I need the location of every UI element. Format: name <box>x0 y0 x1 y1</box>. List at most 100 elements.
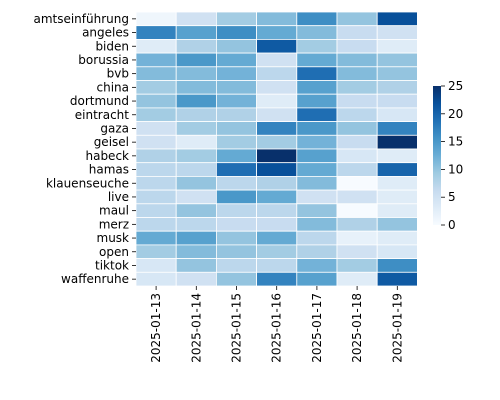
heatmap-cell <box>256 39 298 54</box>
row-labels: amtseinführungangelesbidenborussiabvbchi… <box>33 12 136 286</box>
heatmap-cell <box>215 134 257 150</box>
heatmap-cell <box>215 148 257 164</box>
heatmap-cell <box>296 66 338 81</box>
column-labels: 2025-01-13 2025-01-14 2025-01-15 2025-01-16… <box>149 286 404 363</box>
heatmap-cell <box>336 258 378 273</box>
column-label: 2025-01-16 <box>270 293 284 363</box>
heatmap-cell <box>296 244 338 259</box>
heatmap-cell <box>135 271 177 287</box>
row-label: open <box>99 245 129 259</box>
heatmap-cell <box>296 148 338 164</box>
heatmap-cell <box>336 93 378 109</box>
heatmap-cell <box>215 230 257 246</box>
heatmap-cell <box>256 217 298 232</box>
heatmap-cell <box>376 121 418 136</box>
heatmap-cell <box>215 107 257 123</box>
colorbar: 0 5 10 15 20 25 <box>433 79 463 232</box>
row-label: dortmund <box>70 94 129 108</box>
heatmap-cell <box>376 189 418 205</box>
heatmap-cell <box>256 52 298 68</box>
column-label: 2025-01-17 <box>310 293 324 363</box>
row-label: waffenruhe <box>61 272 129 286</box>
heatmap-cell <box>175 189 217 205</box>
heatmap-cell <box>296 107 338 123</box>
heatmap-cell <box>256 66 298 81</box>
heatmap-cell <box>376 217 418 232</box>
column-label: 2025-01-19 <box>390 293 404 363</box>
heatmap-cell <box>215 11 257 27</box>
heatmap-cell <box>376 148 418 164</box>
heatmap-cell <box>296 11 338 27</box>
heatmap-cell <box>336 134 378 150</box>
heatmap-cell <box>256 11 298 27</box>
heatmap-cell <box>175 121 217 136</box>
heatmap-cell <box>215 66 257 81</box>
colorbar-tick-label: 20 <box>448 107 463 121</box>
heatmap-cell <box>336 148 378 164</box>
heatmap-cell <box>256 148 298 164</box>
heatmap-cell <box>175 244 217 259</box>
colorbar-tick-label: 0 <box>448 218 456 232</box>
heatmap-cell <box>336 189 378 205</box>
heatmap-cell <box>215 203 257 218</box>
heatmap-cell <box>135 11 177 27</box>
heatmap-cell <box>215 39 257 54</box>
heatmap-cell <box>296 271 338 287</box>
heatmap-cell <box>256 258 298 273</box>
heatmap-cell <box>175 52 217 68</box>
row-label: borussia <box>78 53 129 67</box>
heatmap-cell <box>256 93 298 109</box>
heatmap-cell <box>376 107 418 123</box>
heatmap-cell <box>215 271 257 287</box>
row-label: biden <box>95 39 129 53</box>
heatmap-cell <box>175 271 217 287</box>
heatmap-cell <box>336 217 378 232</box>
heatmap-cell <box>296 258 338 273</box>
heatmap-cell <box>215 93 257 109</box>
heatmap-cell <box>135 52 177 68</box>
heatmap-cell <box>296 80 338 95</box>
heatmap-cell <box>296 203 338 218</box>
heatmap-cell <box>376 25 418 40</box>
heatmap-cell <box>336 11 378 27</box>
heatmap-cell <box>175 11 217 27</box>
heatmap-cell <box>175 162 217 177</box>
heatmap-cell <box>376 244 418 259</box>
heatmap-cell <box>175 217 217 232</box>
heatmap-cell <box>376 162 418 177</box>
row-label: live <box>108 190 129 204</box>
heatmap-cell <box>376 134 418 150</box>
heatmap-cell <box>256 271 298 287</box>
heatmap-cell <box>135 25 177 40</box>
heatmap-cell <box>376 258 418 273</box>
heatmap-cell <box>135 244 177 259</box>
heatmap-cell <box>336 39 378 54</box>
heatmap-cell <box>215 217 257 232</box>
heatmap-cell <box>135 93 177 109</box>
heatmap-cell <box>256 189 298 205</box>
row-label: eintracht <box>75 108 130 122</box>
heatmap-cell <box>296 217 338 232</box>
heatmap-cell <box>215 25 257 40</box>
colorbar-tick-label: 5 <box>448 190 456 204</box>
heatmap-cell <box>135 175 177 191</box>
heatmap-cell <box>296 39 338 54</box>
heatmap-cell <box>336 244 378 259</box>
heatmap-cell <box>296 52 338 68</box>
heatmap-cell <box>215 189 257 205</box>
heatmap-cell <box>215 80 257 95</box>
heatmap-cell <box>256 107 298 123</box>
heatmap-cell <box>336 271 378 287</box>
heatmap-cells <box>135 11 418 287</box>
heatmap-cell <box>135 107 177 123</box>
heatmap-cell <box>256 230 298 246</box>
heatmap-cell <box>376 66 418 81</box>
heatmap-cell <box>376 271 418 287</box>
row-label: merz <box>99 217 129 231</box>
heatmap-cell <box>175 80 217 95</box>
colorbar-tick-label: 10 <box>448 162 463 176</box>
row-label: bvb <box>107 67 129 81</box>
heatmap-cell <box>175 258 217 273</box>
heatmap-cell <box>135 39 177 54</box>
